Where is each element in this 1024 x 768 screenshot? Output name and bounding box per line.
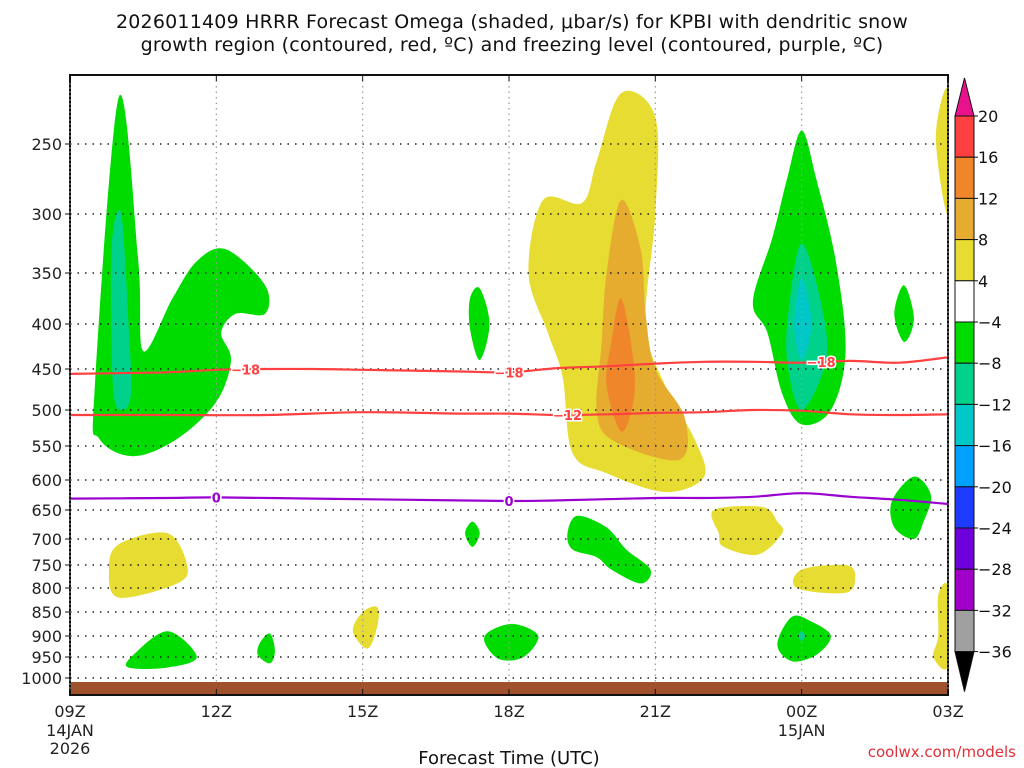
colorbar-bin <box>954 445 975 488</box>
x-axis-title: Forecast Time (UTC) <box>418 748 599 768</box>
omega-region-4toto8 <box>352 606 379 649</box>
x-tick-label: 00Z <box>786 702 817 721</box>
colorbar-label: 16 <box>978 148 998 167</box>
colorbar-label: 20 <box>978 107 998 126</box>
colorbar-bin <box>954 403 975 447</box>
y-tick-label: 950 <box>31 648 62 667</box>
colorbar-bin <box>954 156 975 199</box>
contour-layer: −18 −18 −18 −12 0 0 <box>70 354 948 512</box>
freezing-level-label: 0 <box>212 491 221 506</box>
freezing-level-line <box>70 492 948 506</box>
omega-region--8toto-4 <box>92 94 270 457</box>
colorbar-label: 8 <box>978 231 988 250</box>
colorbar-bin <box>954 486 975 529</box>
y-tick-label: 800 <box>31 579 62 598</box>
credit-link[interactable]: coolwx.com/models <box>868 743 1016 761</box>
colorbar-bin <box>954 321 975 364</box>
y-tick-label: 700 <box>31 530 62 549</box>
ground-surface <box>70 682 948 695</box>
y-tick-label: 500 <box>31 401 62 420</box>
y-tick-label: 650 <box>31 501 62 520</box>
colorbar-bin <box>954 197 975 241</box>
colorbar-top-arrow <box>954 77 975 117</box>
omega-region--8toto-4 <box>468 287 490 361</box>
omega-region--8toto-4 <box>484 623 539 661</box>
colorbar-bin <box>954 115 975 158</box>
y-tick-label: 900 <box>31 627 62 646</box>
x-tick-date-label: 15JAN <box>778 721 826 740</box>
y-tick-label: 1000 <box>21 669 62 688</box>
omega-region--8toto-4 <box>567 515 652 584</box>
colorbar-bin <box>954 609 975 653</box>
colorbar-label: −20 <box>978 478 1012 497</box>
omega-region-4toto8 <box>792 564 856 594</box>
omega-region--8toto-4 <box>465 521 480 547</box>
omega-region--8toto-4 <box>257 633 275 664</box>
omega-region--12toto-8 <box>110 210 132 411</box>
chart-title-line-1: 2026011409 HRRR Forecast Omega (shaded, … <box>115 11 908 33</box>
colorbar-label: 12 <box>978 189 998 208</box>
x-tick-label: 03Z <box>932 702 963 721</box>
y-tick-label: 250 <box>31 135 62 154</box>
y-tick-label: 350 <box>31 264 62 283</box>
x-tick-label: 09Z <box>54 702 85 721</box>
colorbar: 20 16 12 8 4 −4 −8 −12 −16 −20 −24 −28 −32 −36 <box>954 77 1012 692</box>
colorbar-bin <box>954 527 975 570</box>
dgz-minus18-line <box>70 356 948 375</box>
omega-region-4toto8 <box>933 583 948 670</box>
x-tick-label: 21Z <box>640 702 671 721</box>
y-tick-label: 450 <box>31 360 62 379</box>
y-tick-label: 750 <box>31 556 62 575</box>
colorbar-label: −16 <box>978 437 1012 456</box>
x-tick-label: 15Z <box>347 702 378 721</box>
x-tick-date-label: 2026 <box>50 739 91 758</box>
y-tick-label: 600 <box>31 471 62 490</box>
colorbar-label: 4 <box>978 272 988 291</box>
colorbar-bin <box>954 568 975 611</box>
colorbar-label: −24 <box>978 519 1012 538</box>
y-tick-label: 400 <box>31 315 62 334</box>
x-tick-label: 18Z <box>493 702 524 721</box>
omega-region--8toto-4 <box>890 476 932 540</box>
colorbar-label: −28 <box>978 560 1012 579</box>
colorbar-label: −12 <box>978 395 1012 414</box>
dgz-minus12-label: −12 <box>553 409 582 424</box>
omega-region-4toto8 <box>935 87 948 215</box>
omega-region--8toto-4 <box>125 631 197 669</box>
y-tick-label: 850 <box>31 603 62 622</box>
colorbar-label: −32 <box>978 601 1012 620</box>
x-tick-date-label: 14JAN <box>46 721 94 740</box>
omega-region--16toto-12 <box>794 278 812 360</box>
freezing-level-label: 0 <box>504 495 513 510</box>
dgz-minus18-label: −18 <box>231 363 260 378</box>
chart-title-line-2: growth region (contoured, red, ºC) and f… <box>140 34 884 56</box>
omega-region-4toto8 <box>711 505 784 556</box>
colorbar-bin <box>954 239 975 282</box>
colorbar-bin <box>954 362 975 405</box>
x-tick-label: 12Z <box>201 702 232 721</box>
omega-region--8toto-4 <box>894 285 914 343</box>
dgz-minus18-label: −18 <box>495 366 524 381</box>
y-tick-label: 550 <box>31 437 62 456</box>
colorbar-label: −8 <box>978 354 1002 373</box>
colorbar-bin <box>954 280 975 323</box>
dgz-minus12-line <box>70 408 948 417</box>
colorbar-bottom-arrow <box>954 651 975 692</box>
colorbar-label: −36 <box>978 643 1012 662</box>
omega-region-4toto8 <box>108 532 188 598</box>
omega-shading-layer <box>92 87 948 670</box>
axes: 250 300 350 400 450 500 550 600 650 700 750 800 850 9… <box>21 74 964 758</box>
dgz-minus18-label: −18 <box>807 356 836 371</box>
colorbar-label: −4 <box>978 313 1002 332</box>
y-tick-label: 300 <box>31 205 62 224</box>
